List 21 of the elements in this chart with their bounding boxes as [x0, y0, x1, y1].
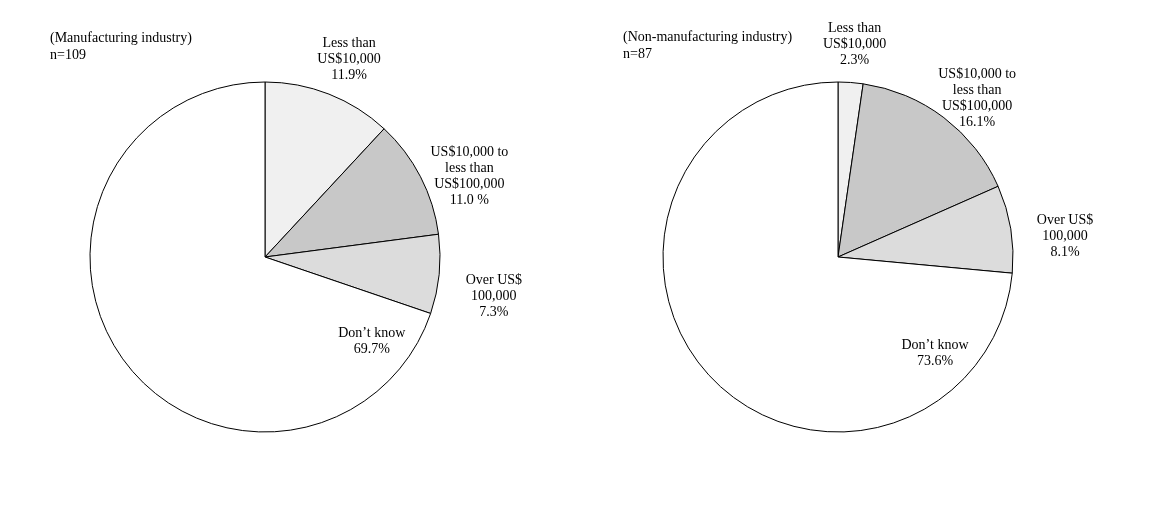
pie-slice — [662, 81, 1013, 433]
data-label: 69.7% — [353, 341, 391, 357]
slice-label: Don’t know — [338, 325, 407, 341]
slice-label: Less than US$10,000 — [317, 34, 381, 66]
data-label: 8.1% — [1050, 243, 1080, 259]
data-label: 2.3% — [840, 51, 870, 67]
text: (Non-manufacturing industry) — [623, 28, 793, 45]
slice-label: Less than US$10,000 — [822, 19, 887, 51]
chart-title: (Manufacturing industry) — [50, 30, 193, 46]
text: n=87 — [623, 45, 652, 61]
text: n=109 — [50, 47, 86, 62]
data-label: 11.0 % — [449, 191, 490, 207]
slice-label: Over US$ 100,000 — [465, 271, 523, 303]
slice-label: Over US$ 100,000 — [1036, 211, 1094, 243]
slice-label: Don’t know — [901, 337, 970, 353]
data-label: 11.9% — [331, 66, 368, 82]
data-label: 73.6% — [916, 353, 954, 369]
slice-label: US$10,000 to less than US$100,000 — [430, 143, 509, 191]
slice-label: US$10,000 to less than US$100,000 — [938, 65, 1017, 113]
data-label: 16.1% — [959, 113, 996, 129]
data-label: 7.3% — [479, 303, 509, 319]
